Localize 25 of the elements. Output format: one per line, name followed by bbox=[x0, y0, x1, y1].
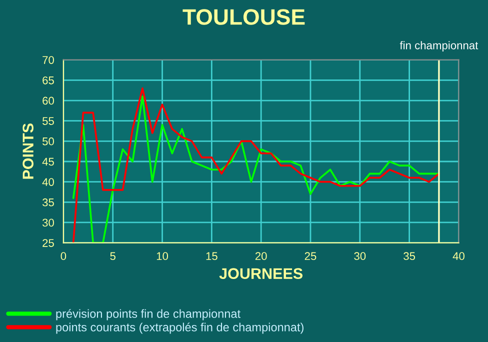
x-tick-label: 40 bbox=[452, 252, 464, 260]
y-tick-label: 50 bbox=[42, 137, 54, 146]
x-tick-label: 5 bbox=[110, 252, 116, 260]
y-tick-label: 65 bbox=[42, 76, 54, 84]
chart-title: TOULOUSE bbox=[182, 9, 305, 25]
y-tick-label: 30 bbox=[42, 218, 54, 227]
y-tick-label: 45 bbox=[42, 158, 54, 166]
ref-line-label: fin championnat bbox=[400, 41, 478, 52]
x-tick-label: 15 bbox=[206, 252, 218, 260]
x-axis-title: JOURNEES bbox=[219, 268, 303, 279]
x-tick-label: 25 bbox=[304, 252, 316, 260]
y-tick-label: 25 bbox=[42, 239, 54, 247]
y-tick-label: 35 bbox=[42, 198, 54, 206]
x-tick-label: 30 bbox=[354, 252, 366, 260]
x-tick-label: 10 bbox=[156, 252, 168, 260]
y-tick-label: 70 bbox=[42, 56, 54, 64]
y-axis-title: POINTS bbox=[22, 123, 34, 179]
x-tick-label: 20 bbox=[255, 252, 267, 260]
y-tick-label: 40 bbox=[42, 178, 54, 186]
y-tick-label: 60 bbox=[42, 96, 54, 105]
legend-label: prévision points fin de championnat bbox=[56, 309, 240, 320]
y-tick-label: 55 bbox=[42, 117, 54, 125]
legend-label: points courants (extrapolés fin de championnat) bbox=[56, 322, 304, 334]
x-tick-label: 0 bbox=[60, 252, 66, 260]
x-tick-label: 35 bbox=[404, 252, 416, 260]
